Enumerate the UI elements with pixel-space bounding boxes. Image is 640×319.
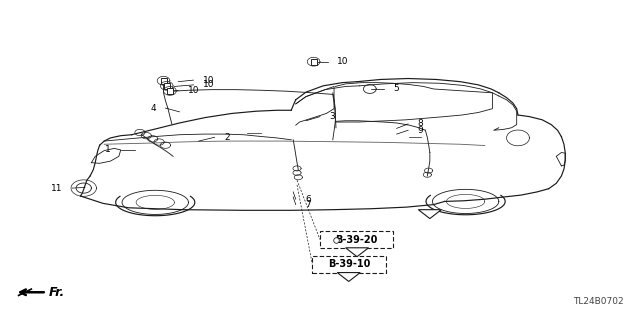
Text: 1: 1 — [106, 145, 111, 154]
Polygon shape — [419, 210, 442, 219]
Text: 5: 5 — [394, 85, 399, 93]
Text: 2: 2 — [224, 133, 230, 142]
Text: 10: 10 — [203, 76, 214, 85]
Text: TL24B0702: TL24B0702 — [573, 297, 623, 306]
Text: 8: 8 — [418, 119, 424, 129]
Text: 9: 9 — [418, 126, 424, 135]
Text: 6: 6 — [305, 195, 311, 204]
Bar — [312, 256, 386, 272]
Text: B-39-10: B-39-10 — [328, 259, 371, 269]
Text: 11: 11 — [51, 184, 63, 193]
Bar — [320, 231, 394, 248]
Text: 10: 10 — [337, 57, 349, 66]
Text: Fr.: Fr. — [49, 286, 65, 299]
Polygon shape — [346, 248, 369, 257]
Text: 10: 10 — [203, 80, 214, 89]
Text: B-39-20: B-39-20 — [335, 234, 378, 245]
Text: 3: 3 — [330, 112, 335, 121]
Text: 10: 10 — [188, 86, 199, 95]
Text: 4: 4 — [150, 104, 156, 113]
Polygon shape — [337, 272, 360, 281]
Text: 7: 7 — [305, 200, 311, 209]
